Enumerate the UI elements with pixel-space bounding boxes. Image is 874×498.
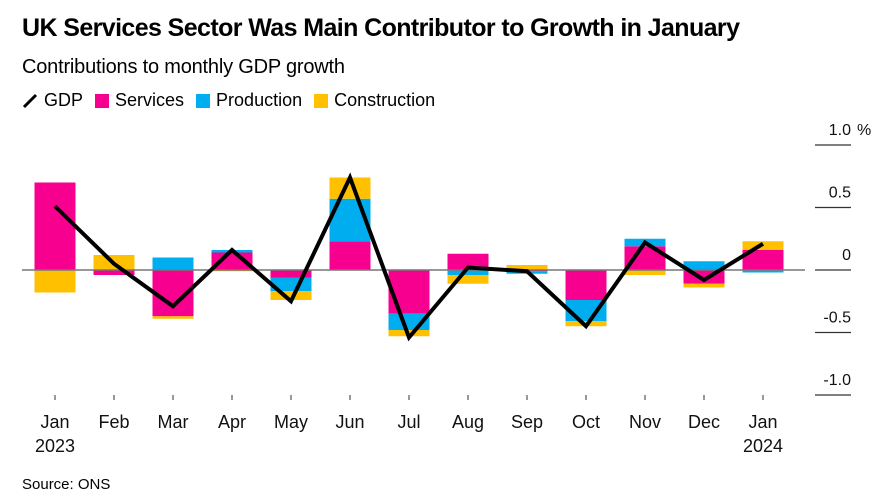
bar-services: [270, 270, 312, 278]
legend-item-production: Production: [196, 90, 302, 111]
legend-label: GDP: [44, 90, 84, 110]
y-tick-label: -0.5: [823, 310, 851, 327]
bar-construction: [447, 275, 489, 284]
legend-item-gdp: GDP: [22, 90, 83, 111]
bar-services: [388, 270, 430, 314]
bar-services: [447, 253, 489, 270]
x-tick-label: Jan: [748, 412, 777, 432]
bar-production: [447, 270, 489, 275]
x-tick-year-label: 2023: [35, 436, 75, 456]
gdp-line: [53, 172, 765, 342]
bar-production: [742, 270, 784, 273]
bar-construction: [152, 316, 194, 319]
x-tick-label: Sep: [511, 412, 543, 432]
x-tick-label: Jun: [335, 412, 364, 432]
x-tick-label: Aug: [452, 412, 484, 432]
legend-label: Services: [115, 90, 185, 110]
x-tick-label: Jul: [397, 412, 420, 432]
bar-construction: [34, 270, 76, 293]
x-tick-label: Mar: [158, 412, 189, 432]
bar-production: [152, 257, 194, 270]
legend-item-services: Services: [95, 90, 184, 111]
bar-services: [624, 246, 666, 270]
chart-title: UK Services Sector Was Main Contributor …: [22, 14, 740, 42]
bar-services: [34, 182, 76, 270]
legend-label: Production: [216, 90, 303, 110]
bar-services: [93, 270, 135, 275]
bar-production: [683, 261, 725, 270]
bar-construction: [683, 283, 725, 288]
y-tick-label: 0.5: [829, 185, 851, 202]
line-legend-icon: [22, 93, 38, 108]
y-tick-label: -1.0: [823, 372, 851, 389]
bar-construction: [270, 291, 312, 300]
x-tick-label: Nov: [629, 412, 661, 432]
x-tick-label: Apr: [218, 412, 246, 432]
services-swatch-icon: [95, 93, 110, 108]
bar-construction: [506, 265, 548, 270]
x-tick-label: Feb: [98, 412, 129, 432]
source-note: Source: ONS: [22, 476, 111, 493]
production-swatch-icon: [196, 93, 211, 108]
x-tick-label: May: [274, 412, 308, 432]
y-tick-label: 0: [842, 247, 851, 264]
legend-label: Construction: [334, 90, 436, 110]
bar-services: [329, 241, 371, 270]
bar-services: [565, 270, 607, 300]
construction-swatch-icon: [314, 93, 329, 108]
legend-item-construction: Construction: [314, 90, 435, 111]
chart-subtitle: Contributions to monthly GDP growth: [22, 56, 345, 78]
bar-services: [742, 250, 784, 270]
bar-construction: [329, 177, 371, 199]
y-unit-label: %: [857, 122, 871, 139]
x-tick-year-label: 2024: [743, 436, 783, 456]
bar-construction: [624, 270, 666, 275]
x-tick-label: Oct: [572, 412, 600, 432]
x-tick-label: Jan: [40, 412, 69, 432]
legend: GDP Services Production Construction: [22, 90, 447, 111]
x-tick-label: Dec: [688, 412, 720, 432]
y-tick-label: 1.0: [829, 122, 851, 139]
